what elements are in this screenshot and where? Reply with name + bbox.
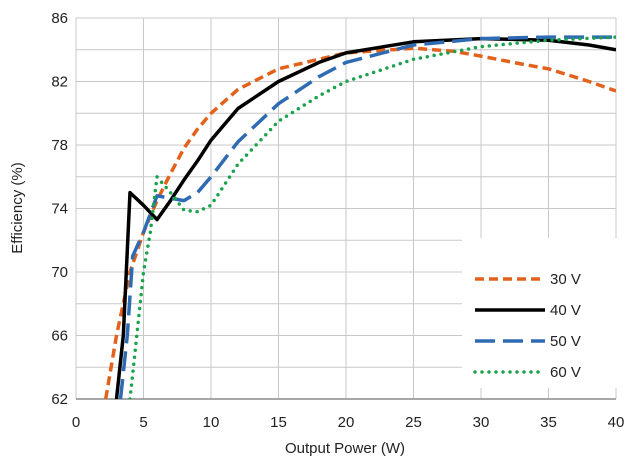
legend-label: 40 V [550, 302, 581, 319]
x-tick-label: 10 [203, 414, 220, 431]
series-line-3 [118, 35, 616, 399]
x-axis-title: Output Power (W) [285, 440, 405, 457]
y-tick-label: 70 [51, 264, 68, 281]
x-tick-label: 30 [473, 414, 490, 431]
y-tick-label: 62 [51, 391, 68, 408]
x-tick-label: 15 [270, 414, 287, 431]
series-lines [103, 35, 616, 399]
x-tick-label: 25 [405, 414, 422, 431]
y-tick-label: 66 [51, 328, 68, 345]
y-tick-label: 86 [51, 10, 68, 27]
y-tick-label: 78 [51, 137, 68, 154]
y-tick-label: 74 [51, 201, 68, 218]
y-axis-title: Efficiency (%) [9, 162, 26, 253]
x-tick-label: 0 [72, 414, 80, 431]
legend-background [462, 238, 617, 388]
y-tick-label: 82 [51, 74, 68, 91]
legend-label: 30 V [550, 271, 581, 288]
y-axis-ticks: 62 66 70 74 78 82 86 [51, 10, 68, 408]
legend-label: 60 V [550, 364, 581, 381]
series-line-4 [128, 35, 616, 399]
x-tick-label: 5 [139, 414, 147, 431]
legend-label: 50 V [550, 333, 581, 350]
x-tick-label: 35 [540, 414, 557, 431]
x-tick-label: 20 [338, 414, 355, 431]
x-tick-label: 40 [608, 414, 625, 431]
x-axis-ticks: 0 5 10 15 20 25 30 35 40 [72, 414, 625, 431]
legend: 30 V 40 V 50 V 60 V [462, 238, 617, 388]
